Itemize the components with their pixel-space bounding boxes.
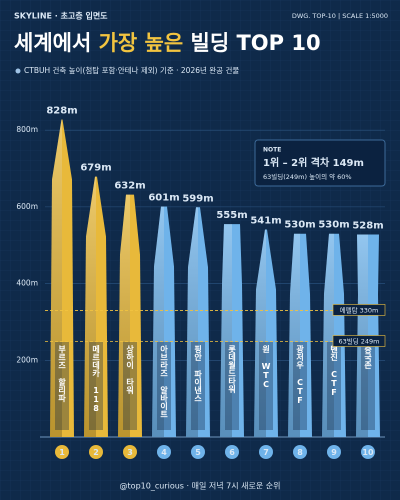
rank-number: 8 bbox=[297, 448, 303, 457]
y-tick-label: 800m bbox=[16, 125, 38, 134]
building-shade bbox=[254, 229, 266, 437]
name-box bbox=[259, 342, 273, 430]
reference-tag bbox=[332, 304, 386, 316]
building-name: 롯데월드타워 bbox=[227, 345, 236, 394]
name-box bbox=[293, 342, 307, 430]
name-box bbox=[157, 342, 171, 430]
building-shade bbox=[152, 206, 164, 437]
building-shade bbox=[322, 233, 334, 437]
value-label: 530m bbox=[318, 220, 349, 231]
rank-number: 4 bbox=[161, 448, 167, 457]
value-label: 528m bbox=[352, 220, 383, 231]
rank-badge bbox=[123, 445, 137, 459]
rank-badge bbox=[293, 445, 307, 459]
building-shade bbox=[118, 194, 130, 437]
rank-number: 6 bbox=[229, 448, 235, 457]
rank-number: 10 bbox=[362, 448, 374, 457]
building-name: 광저우 CTF bbox=[295, 344, 304, 405]
bullet bbox=[15, 68, 21, 74]
name-box bbox=[123, 342, 137, 430]
title-highlight: 가장 높은 bbox=[99, 31, 184, 55]
header-left: SKYLINE · 초고층 입면도 bbox=[14, 11, 108, 21]
rank-badge bbox=[327, 445, 341, 459]
building-name: 핑안 파이낸스 bbox=[193, 344, 202, 402]
rank-badge bbox=[89, 445, 103, 459]
rank-number: 9 bbox=[331, 448, 337, 457]
chart-title: 세계에서 가장 높은 빌딩 TOP 10 bbox=[14, 31, 321, 55]
note-headline: 1위 – 2위 격차 149m bbox=[263, 156, 364, 169]
title-part: 빌딩 TOP 10 bbox=[183, 31, 320, 55]
value-label: 555m bbox=[216, 210, 247, 221]
header-right: DWG. TOP-10 | SCALE 1:5000 bbox=[292, 12, 388, 20]
value-label: 601m bbox=[148, 192, 179, 203]
value-label: 679m bbox=[80, 163, 111, 174]
rank-badge bbox=[191, 445, 205, 459]
name-box bbox=[361, 342, 375, 430]
name-box bbox=[225, 342, 239, 430]
building-name: 상하이 타워 bbox=[125, 344, 134, 395]
value-label: 599m bbox=[182, 193, 213, 204]
rank-badge bbox=[259, 445, 273, 459]
rank-number: 5 bbox=[195, 448, 201, 457]
note-detail: 63빌딩(249m) 높이의 약 60% bbox=[263, 172, 352, 181]
note-box bbox=[254, 139, 386, 187]
reference-label: 63빌딩 249m bbox=[338, 337, 379, 346]
rank-number: 3 bbox=[127, 448, 133, 457]
rank-number: 7 bbox=[263, 448, 269, 457]
building-name: 원 WTC bbox=[261, 344, 271, 389]
reference-label: 에펠탑 330m bbox=[340, 305, 379, 314]
building-name: 아브라즈 알바이트 bbox=[159, 344, 168, 418]
rank-number: 2 bbox=[93, 448, 99, 457]
name-box bbox=[327, 342, 341, 430]
title-part: 세계에서 bbox=[14, 31, 99, 55]
name-box bbox=[55, 342, 69, 430]
rank-number: 1 bbox=[59, 448, 65, 457]
building-name: 메르데카 118 bbox=[91, 344, 100, 413]
chart-subtitle: CTBUH 건축 높이(첨탑 포함·안테나 제외) 기준 · 2026년 완공 … bbox=[24, 65, 239, 75]
building-name: 부르즈 할리파 bbox=[57, 345, 66, 403]
building-shade bbox=[50, 119, 62, 437]
rank-badge bbox=[55, 445, 69, 459]
y-tick-label: 600m bbox=[16, 202, 38, 211]
rank-badge bbox=[157, 445, 171, 459]
y-tick-label: 200m bbox=[16, 355, 38, 364]
building-shade bbox=[84, 176, 96, 437]
rank-badge bbox=[361, 445, 375, 459]
reference-tag bbox=[332, 335, 386, 347]
y-tick-label: 400m bbox=[16, 279, 38, 288]
rank-badge bbox=[225, 445, 239, 459]
value-label: 632m bbox=[114, 181, 145, 192]
footer: @top10_curious · 매일 저녁 7시 새로운 순위 bbox=[120, 482, 281, 491]
value-label: 828m bbox=[46, 105, 77, 116]
value-label: 530m bbox=[284, 220, 315, 231]
name-box bbox=[89, 342, 103, 430]
note-heading: NOTE bbox=[263, 147, 281, 154]
building-shade bbox=[220, 224, 232, 437]
building-name: 중국존 bbox=[363, 345, 372, 370]
building-shade bbox=[288, 233, 300, 437]
plot: 200m 400m 600m 800m 828m 부르즈 할리파 1 679m 메르데카 118… bbox=[16, 105, 386, 459]
building-name: 톈진 CTF bbox=[330, 344, 339, 397]
name-box bbox=[191, 342, 205, 430]
value-label: 541m bbox=[250, 216, 281, 227]
building-shade bbox=[186, 207, 198, 437]
